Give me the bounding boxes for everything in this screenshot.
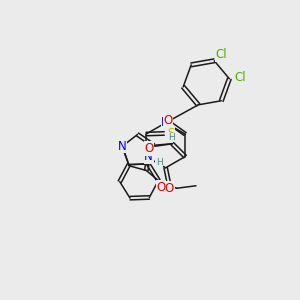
Text: O: O bbox=[156, 181, 166, 194]
Text: N: N bbox=[144, 150, 153, 163]
Text: O: O bbox=[165, 182, 174, 195]
Text: O: O bbox=[164, 114, 173, 127]
Text: N: N bbox=[118, 140, 127, 153]
Text: N: N bbox=[161, 116, 170, 129]
Text: S: S bbox=[167, 127, 174, 140]
Text: Cl: Cl bbox=[235, 71, 246, 84]
Text: H: H bbox=[156, 158, 163, 167]
Text: Cl: Cl bbox=[215, 48, 227, 61]
Text: H: H bbox=[168, 133, 174, 142]
Text: O: O bbox=[144, 142, 153, 155]
